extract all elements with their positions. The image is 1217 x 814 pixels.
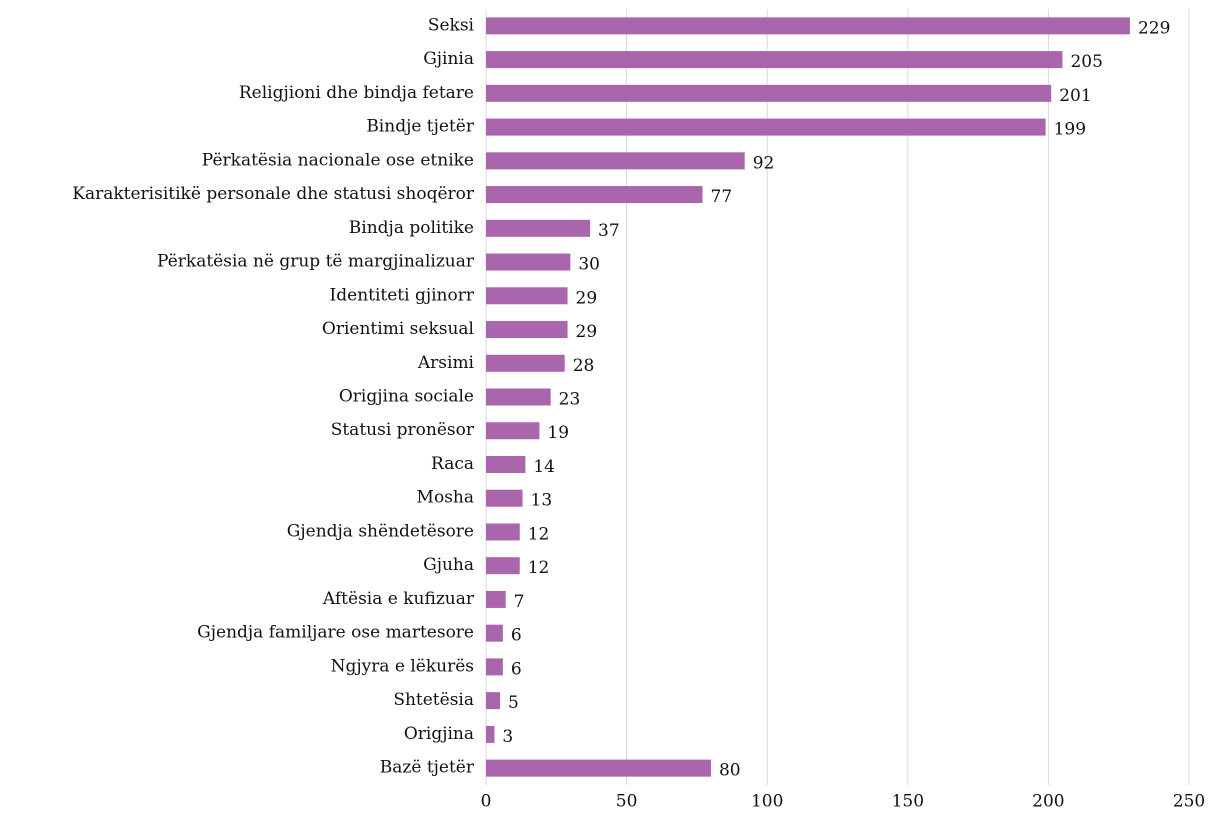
value-label: 92: [753, 153, 775, 173]
y-tick-label: Gjuha: [423, 555, 474, 575]
y-tick-label: Orientimi seksual: [322, 319, 474, 339]
y-tick-label: Gjinia: [423, 49, 474, 69]
bar: [486, 523, 520, 541]
y-tick-label: Statusi pronësor: [331, 420, 475, 440]
y-tick-label: Origjina sociale: [339, 387, 474, 407]
bar: [486, 455, 526, 473]
value-label: 28: [573, 356, 595, 376]
value-label: 13: [531, 491, 553, 511]
y-tick-label: Religjioni dhe bindja fetare: [239, 83, 474, 103]
value-label: 12: [528, 558, 550, 578]
bar: [486, 17, 1130, 35]
bar: [486, 624, 503, 642]
x-tick-label: 150: [892, 792, 924, 812]
x-tick-label: 50: [616, 792, 638, 812]
value-label: 30: [578, 255, 600, 275]
y-tick-label: Gjendja shëndetësore: [287, 521, 474, 541]
bar: [486, 219, 591, 237]
y-tick-label: Arsimi: [417, 353, 475, 373]
value-label: 80: [719, 761, 741, 781]
value-label: 205: [1070, 52, 1102, 72]
value-label: 12: [528, 524, 550, 544]
y-tick-label: Bazë tjetër: [380, 758, 475, 778]
value-label: 201: [1059, 86, 1091, 106]
y-tick-label: Bindje tjetër: [366, 117, 475, 137]
y-tick-label: Ngjyra e lëkurës: [331, 656, 474, 676]
value-label: 23: [559, 390, 581, 410]
x-tick-label: 0: [481, 792, 492, 812]
y-tick-label: Raca: [431, 454, 474, 474]
y-tick-label: Bindja politike: [349, 218, 474, 238]
x-tick-label: 250: [1173, 792, 1205, 812]
bar: [486, 725, 495, 743]
value-label: 3: [502, 727, 513, 747]
value-label: 77: [711, 187, 733, 207]
y-tick-label: Identiteti gjinorr: [330, 285, 475, 305]
bar: [486, 658, 503, 676]
bar: [486, 186, 703, 204]
bar: [486, 354, 565, 372]
bar: [486, 152, 745, 170]
value-label: 19: [547, 423, 569, 443]
value-label: 29: [576, 288, 598, 308]
y-tick-label: Karakterisitikë personale dhe statusi sh…: [72, 184, 475, 204]
value-label: 229: [1138, 18, 1170, 38]
value-label: 7: [514, 592, 525, 612]
value-label: 37: [598, 221, 620, 241]
bar: [486, 422, 540, 440]
y-tick-label: Aftësia e kufizuar: [322, 589, 475, 609]
bar: [486, 489, 523, 507]
x-tick-label: 100: [751, 792, 783, 812]
y-tick-label: Origjina: [404, 724, 474, 744]
bar: [486, 759, 711, 777]
bar: [486, 590, 506, 608]
bar: [486, 253, 571, 271]
bar: [486, 388, 551, 406]
value-label: 14: [533, 457, 555, 477]
y-tick-label: Mosha: [417, 488, 474, 508]
value-label: 6: [511, 659, 522, 679]
bar: [486, 118, 1046, 136]
y-tick-label: Seksi: [428, 15, 475, 35]
bar: [486, 51, 1063, 69]
bar: [486, 287, 568, 305]
y-tick-label: Gjendja familjare ose martesore: [197, 623, 474, 643]
bar: [486, 321, 568, 339]
bar: [486, 692, 501, 710]
x-tick-label: 200: [1032, 792, 1064, 812]
value-label: 29: [576, 322, 598, 342]
value-label: 199: [1054, 120, 1086, 140]
value-label: 5: [508, 693, 519, 713]
value-label: 6: [511, 626, 522, 646]
bar: [486, 84, 1052, 102]
bar: [486, 557, 520, 575]
y-tick-label: Përkatësia në grup të margjinalizuar: [157, 252, 475, 272]
y-tick-label: Shtetësia: [393, 690, 474, 710]
y-tick-label: Përkatësia nacionale ose etnike: [202, 150, 474, 170]
